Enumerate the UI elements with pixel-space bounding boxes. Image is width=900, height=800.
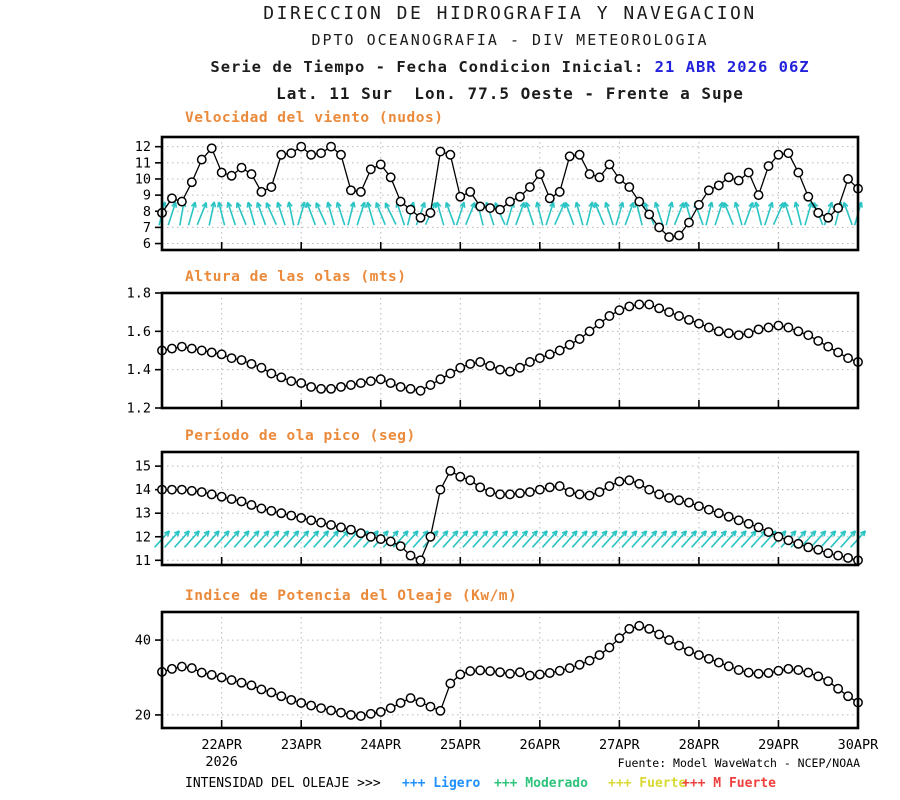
series-info-line: Serie de Tiempo - Fecha Condicion Inicia… (120, 58, 900, 76)
svg-text:29APR: 29APR (758, 737, 800, 753)
series-line (161, 145, 859, 238)
svg-text:12: 12 (135, 139, 151, 155)
svg-text:25APR: 25APR (440, 737, 482, 753)
svg-text:11: 11 (135, 553, 151, 569)
svg-text:27APR: 27APR (599, 737, 641, 753)
series-line (162, 469, 859, 562)
plot-2: 1.2 1.4 1.6 1.8 (127, 286, 863, 417)
svg-text:22APR: 22APR (201, 737, 243, 753)
svg-text:6: 6 (143, 236, 151, 252)
svg-text:11: 11 (135, 155, 151, 171)
series-info-label: Serie de Tiempo - Fecha Condicion Inicia… (210, 58, 655, 76)
svg-text:14: 14 (135, 482, 151, 498)
plot1-title: Velocidad del viento (nudos) (185, 110, 444, 126)
legend-item-ligero: +++ Ligero (402, 776, 481, 791)
series-line (161, 303, 859, 392)
svg-text:1.8: 1.8 (127, 286, 151, 302)
plot2-title: Altura de las olas (mts) (185, 269, 407, 285)
svg-text:1.4: 1.4 (127, 362, 151, 378)
svg-text:10: 10 (135, 171, 151, 187)
svg-text:30APR: 30APR (838, 737, 880, 753)
x-axis-labels: 22APR 23APR 24APR 25APR 26APR 27APR 28APR 29APR… (201, 737, 879, 770)
data-source-note: Fuente: Model WaveWatch - NCEP/NOAA (617, 756, 860, 770)
svg-text:7: 7 (143, 220, 151, 236)
svg-text:12: 12 (135, 529, 151, 545)
svg-text:40: 40 (135, 633, 151, 649)
legend-item-moderado: +++ Moderado (494, 776, 588, 791)
svg-text:2026: 2026 (205, 754, 238, 770)
dept-subtitle: DPTO OCEANOGRAFIA - DIV METEOROLOGIA (311, 31, 709, 49)
plot3-title: Período de ola pico (seg) (185, 428, 416, 444)
location-line: Lat. 11 Sur Lon. 77.5 Oeste - Frente a S… (276, 84, 744, 103)
plot4-title: Indice de Potencia del Oleaje (Kw/m) (185, 588, 518, 604)
initial-condition-date: 21 ABR 2026 06Z (654, 58, 810, 76)
legend-item-fuerte: +++ Fuerte (608, 776, 687, 791)
svg-text:28APR: 28APR (679, 737, 721, 753)
wave-direction-arrows (154, 530, 867, 548)
svg-text:1.6: 1.6 (127, 324, 151, 340)
svg-text:8: 8 (143, 204, 151, 220)
svg-text:24APR: 24APR (360, 737, 402, 753)
legend-label: INTENSIDAD DEL OLEAJE >>> (185, 776, 381, 791)
svg-text:15: 15 (135, 459, 151, 475)
plot-3: 11 12 13 14 15 (135, 450, 867, 569)
svg-text:1.2: 1.2 (127, 401, 151, 417)
svg-text:9: 9 (143, 188, 151, 204)
svg-text:13: 13 (135, 506, 151, 522)
legend-item-m-fuerte: +++ M Fuerte (682, 776, 776, 791)
svg-text:26APR: 26APR (520, 737, 562, 753)
org-title: DIRECCION DE HIDROGRAFIA Y NAVEGACION (263, 3, 757, 24)
svg-text:20: 20 (135, 707, 151, 723)
svg-text:23APR: 23APR (281, 737, 323, 753)
